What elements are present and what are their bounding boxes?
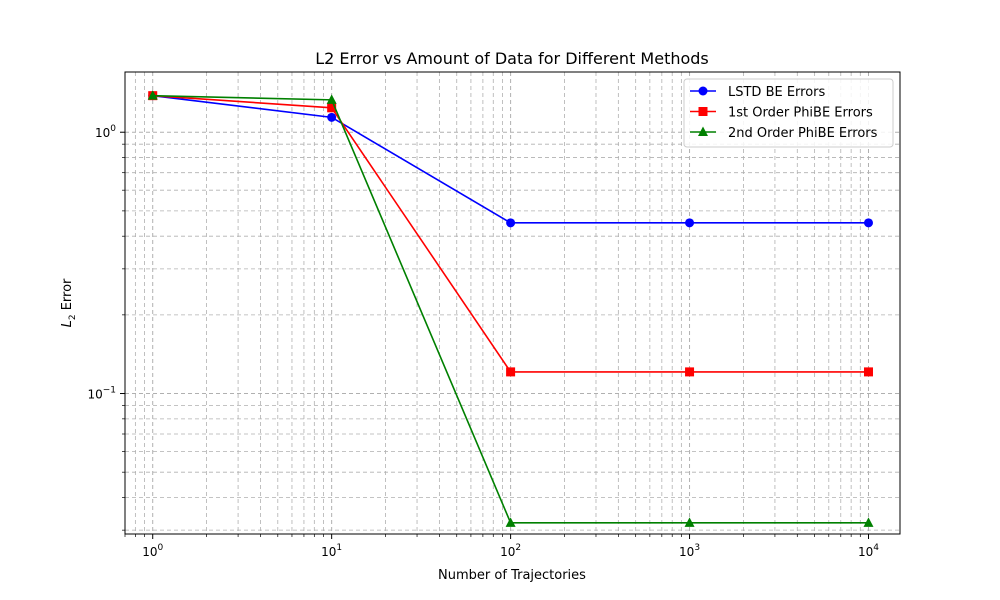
series-layer: [147, 90, 874, 527]
legend-marker: [698, 126, 708, 136]
legend-label: LSTD BE Errors: [728, 85, 826, 100]
y-tick-label: 10−1: [87, 386, 116, 402]
y-tick-label: 100: [95, 124, 116, 140]
series-3-point: [863, 517, 874, 527]
series-1-point: [506, 218, 516, 228]
series-3-point: [505, 517, 516, 527]
x-tick-label: 102: [500, 543, 521, 559]
chart-title: L2 Error vs Amount of Data for Different…: [315, 49, 709, 68]
legend-label: 1st Order PhiBE Errors: [728, 106, 873, 121]
legend-frame: [683, 78, 894, 148]
series-2-point: [863, 367, 873, 377]
x-tick-label: 104: [858, 543, 879, 559]
x-axis-label: Number of Trajectories: [438, 568, 586, 583]
x-tick-label: 103: [679, 543, 700, 559]
legend-items: LSTD BE Errors 1st Order PhiBE Errors 2nd …: [690, 85, 878, 141]
series-1-point: [863, 218, 873, 228]
series-2-point: [506, 367, 516, 377]
series-2-point: [685, 367, 695, 377]
series-3-point: [326, 94, 337, 104]
legend-label: 2nd Order PhiBE Errors: [728, 126, 878, 141]
ticks: 100 101 102 103 104 100 10−1: [87, 124, 879, 559]
y-axis-label: L2 Error: [60, 278, 78, 327]
series-3-point: [684, 517, 695, 527]
series-1-point: [327, 112, 337, 122]
grid: [124, 72, 900, 534]
x-tick-label: 101: [321, 543, 342, 559]
series-3-point: [147, 90, 158, 100]
legend: LSTD BE Errors 1st Order PhiBE Errors 2nd …: [683, 78, 894, 148]
series-2-point: [327, 103, 337, 113]
legend-marker: [698, 107, 708, 116]
plot-frame: [124, 71, 901, 535]
series-1-point: [685, 218, 695, 228]
x-tick-label: 100: [142, 543, 163, 559]
legend-marker: [698, 86, 708, 96]
